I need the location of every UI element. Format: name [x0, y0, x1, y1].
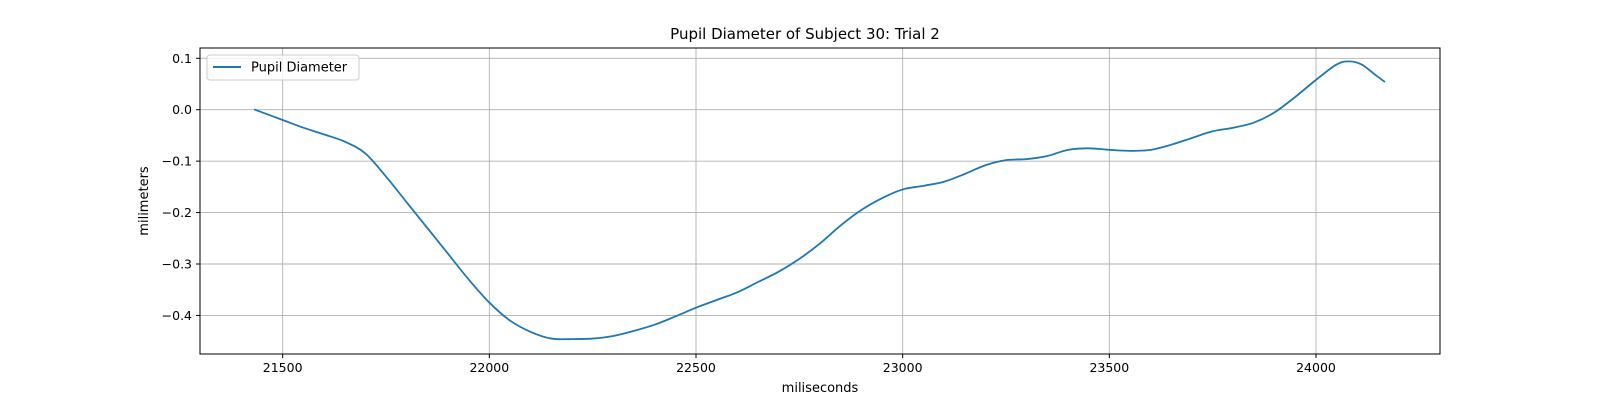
y-axis-label: milimeters: [137, 166, 152, 236]
series-line-pupil-diameter: [253, 60, 1386, 341]
legend: Pupil Diameter: [206, 54, 360, 81]
legend-label-pupil-diameter: Pupil Diameter: [251, 61, 348, 76]
x-axis-label: miliseconds: [782, 381, 859, 396]
series-layer: [253, 60, 1386, 341]
y-tick-label: −0.3: [162, 257, 192, 272]
y-tick-label: −0.1: [162, 154, 192, 169]
x-tick-label: 22000: [469, 360, 509, 375]
axis-ticks: 21500 22000 22500 23000 23500 24000 0.1 0.0 −0.1…: [162, 51, 1336, 375]
x-tick-label: 23000: [883, 360, 923, 375]
legend-box: [206, 54, 360, 81]
x-tick-label: 24000: [1296, 360, 1336, 375]
y-tick-label: −0.4: [162, 308, 192, 323]
y-tick-label: 0.0: [172, 102, 192, 117]
x-tick-label: 22500: [676, 360, 716, 375]
x-tick-label: 23500: [1089, 360, 1129, 375]
chart-title: Pupil Diameter of Subject 30: Trial 2: [670, 25, 940, 43]
x-tick-label: 21500: [263, 360, 303, 375]
y-tick-label: 0.1: [172, 51, 192, 66]
grid: [200, 48, 1440, 354]
y-tick-label: −0.2: [162, 205, 192, 220]
plot-frame: [199, 47, 1441, 355]
